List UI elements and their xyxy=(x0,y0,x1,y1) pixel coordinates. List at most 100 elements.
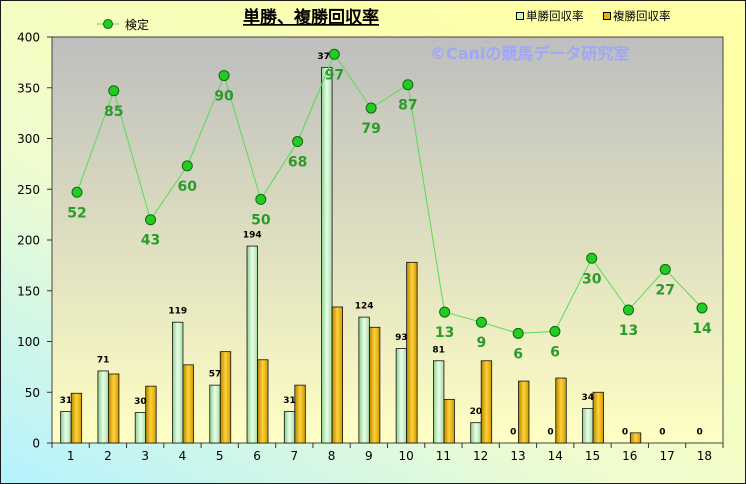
kentei-label-3: 43 xyxy=(141,233,160,249)
kentei-marker-14 xyxy=(549,325,561,337)
kentei-marker-6 xyxy=(255,193,267,205)
bar-tansho-1 xyxy=(60,411,72,444)
x-tick-label: 18 xyxy=(697,449,712,463)
x-tick-label: 9 xyxy=(365,449,373,463)
bar-tansho-label-2: 71 xyxy=(97,355,110,365)
bar-tansho-label-14: 0 xyxy=(547,428,553,438)
legend-tansho: 単勝回収率 xyxy=(516,9,584,23)
x-tick-label: 3 xyxy=(141,449,149,463)
y-tick-label: 100 xyxy=(17,335,40,349)
bar-tansho-6 xyxy=(246,245,258,444)
kentei-label-4: 60 xyxy=(178,179,198,195)
kentei-marker-9 xyxy=(365,102,377,114)
bar-fukusho-15 xyxy=(592,391,604,444)
bars xyxy=(60,67,642,444)
x-tick-label: 4 xyxy=(179,449,187,463)
plot-area xyxy=(51,36,724,444)
kentei-marker-7 xyxy=(292,136,304,148)
bar-tansho-12 xyxy=(470,422,482,444)
bar-tansho-8 xyxy=(321,67,333,444)
bar-tansho-label-11: 81 xyxy=(432,345,445,355)
bar-tansho-11 xyxy=(433,360,445,444)
kentei-label-5: 90 xyxy=(214,89,234,105)
kentei-label-1: 52 xyxy=(67,205,86,221)
y-tick-label: 250 xyxy=(17,183,40,197)
kentei-label-18: 14 xyxy=(692,321,712,337)
x-tick-label: 5 xyxy=(216,449,224,463)
y-tick-label: 50 xyxy=(25,386,40,400)
bar-fukusho-10 xyxy=(406,261,418,444)
bar-tansho-label-9: 124 xyxy=(355,302,374,312)
legend-fukusho: 複勝回収率 xyxy=(603,9,671,23)
bar-fukusho-6 xyxy=(257,359,269,444)
kentei-marker-18 xyxy=(696,302,708,314)
bar-tansho-label-8: 370 xyxy=(317,52,336,62)
bar-fukusho-1 xyxy=(70,392,83,444)
bar-tansho-label-6: 194 xyxy=(243,231,262,241)
bar-tansho-label-12: 20 xyxy=(470,407,483,417)
kentei-label-6: 50 xyxy=(251,212,271,228)
kentei-line xyxy=(76,53,703,334)
kentei-label-13: 6 xyxy=(513,346,523,362)
x-tick-label: 6 xyxy=(253,449,261,463)
x-tick-label: 10 xyxy=(398,449,413,463)
bar-fukusho-11 xyxy=(443,398,455,444)
kentei-marker-16 xyxy=(622,304,634,316)
legend-kentei-marker xyxy=(103,19,113,29)
bar-tansho-label-3: 30 xyxy=(134,397,147,407)
y-tick-label: 200 xyxy=(17,234,40,248)
bar-fukusho-3 xyxy=(145,385,157,444)
bar-fukusho-12 xyxy=(480,360,493,444)
kentei-marker-4 xyxy=(181,160,193,172)
kentei-label-7: 68 xyxy=(288,155,307,171)
x-tick-label: 14 xyxy=(548,449,563,463)
x-tick-label: 12 xyxy=(473,449,488,463)
chart-title: 単勝、複勝回収率 xyxy=(243,7,379,28)
bar-tansho-label-5: 57 xyxy=(209,370,222,380)
watermark: ©Caniの競馬データ研究室 xyxy=(430,44,629,63)
bar-labels: 31 71 30 119 57 194 31 370 124 93 81 20 0 0 34 0 0 0 xyxy=(60,52,703,438)
legend-tansho-swatch xyxy=(516,12,524,20)
bar-fukusho-16 xyxy=(629,432,642,444)
bar-tansho-5 xyxy=(209,384,221,444)
kentei-marker-13 xyxy=(512,327,524,339)
kentei-marker-17 xyxy=(659,263,671,275)
bar-fukusho-5 xyxy=(219,351,232,444)
bar-tansho-10 xyxy=(395,348,408,444)
bar-tansho-label-7: 31 xyxy=(283,396,296,406)
y-tick-label: 150 xyxy=(17,284,40,298)
kentei-marker-1 xyxy=(71,186,83,198)
kentei-label-8: 97 xyxy=(325,67,344,83)
bar-tansho-label-16: 0 xyxy=(622,428,628,438)
bar-fukusho-2 xyxy=(108,373,120,444)
bar-tansho-2 xyxy=(97,370,109,444)
kentei-label-10: 87 xyxy=(398,98,417,114)
kentei-marker-11 xyxy=(439,306,451,318)
kentei-marker-12 xyxy=(475,316,487,328)
kentei-label-15: 30 xyxy=(582,271,602,287)
bar-fukusho-14 xyxy=(555,377,567,444)
x-tick-label: 13 xyxy=(510,449,525,463)
kentei-label-17: 27 xyxy=(655,282,674,298)
bar-fukusho-8 xyxy=(331,306,343,444)
x-tick-label: 2 xyxy=(104,449,112,463)
bar-tansho-label-13: 0 xyxy=(510,428,516,438)
bar-tansho-label-10: 93 xyxy=(395,333,408,343)
x-tick-label: 7 xyxy=(290,449,298,463)
kentei-label-9: 79 xyxy=(361,121,380,137)
y-tick-label: 300 xyxy=(17,132,40,146)
bar-tansho-label-15: 34 xyxy=(582,393,595,403)
bar-tansho-label-17: 0 xyxy=(659,428,665,438)
bar-tansho-15 xyxy=(582,408,594,444)
bar-tansho-label-4: 119 xyxy=(168,307,187,317)
bar-fukusho-9 xyxy=(368,326,381,444)
bar-tansho-label-1: 31 xyxy=(60,396,73,406)
x-tick-label: 17 xyxy=(659,449,674,463)
x-tick-label: 8 xyxy=(328,449,336,463)
kentei-label-11: 13 xyxy=(435,325,454,341)
kentei-marker-2 xyxy=(108,85,120,97)
kentei-marker-10 xyxy=(402,79,414,91)
legend-tansho-label: 単勝回収率 xyxy=(526,9,584,23)
bar-tansho-3 xyxy=(134,412,147,444)
